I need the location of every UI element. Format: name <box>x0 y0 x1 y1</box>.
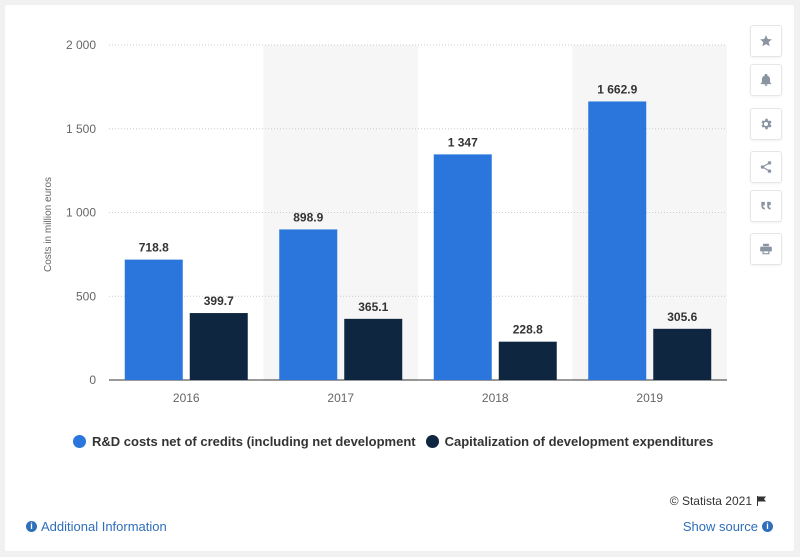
favorite-button[interactable] <box>750 25 782 57</box>
bar <box>279 229 338 380</box>
info-icon: i <box>762 521 773 532</box>
star-icon <box>760 35 772 47</box>
notification-button[interactable] <box>750 64 782 96</box>
info-icon: i <box>26 521 37 532</box>
share-icon <box>760 161 772 173</box>
y-axis-label: Costs in million euros <box>43 177 54 272</box>
y-tick-label: 2 000 <box>66 38 96 52</box>
x-tick-label: 2017 <box>327 391 354 405</box>
x-tick-label: 2019 <box>636 391 663 405</box>
legend-label-capitalization: Capitalization of development expenditur… <box>444 434 714 449</box>
chart-card: 0 500 1 000 1 500 2 000 Costs in million euro… <box>5 5 794 551</box>
bell-icon <box>760 73 772 86</box>
settings-button[interactable] <box>750 108 782 140</box>
bar <box>124 259 183 380</box>
show-source-link[interactable]: Show source i <box>683 519 773 534</box>
data-label: 365.1 <box>358 300 388 314</box>
print-icon <box>760 243 772 255</box>
legend: R&D costs net of credits (including net … <box>73 434 723 449</box>
show-source-label: Show source <box>682 519 758 534</box>
y-tick-label: 500 <box>76 289 96 303</box>
legend-item-capitalization[interactable]: Capitalization of development expenditur… <box>425 434 714 449</box>
quote-icon <box>761 201 771 210</box>
additional-information-label: Additional Information <box>41 519 167 534</box>
gear-icon <box>761 118 772 130</box>
y-tick-label: 1 000 <box>66 206 96 220</box>
bar <box>189 313 248 380</box>
data-label: 399.7 <box>204 294 234 308</box>
bar <box>433 154 492 380</box>
legend-marker-rd-costs <box>73 435 86 448</box>
bar <box>588 101 647 381</box>
data-label: 898.9 <box>293 210 323 224</box>
statista-credits[interactable]: © Statista 2021 <box>670 494 768 508</box>
share-button[interactable] <box>750 151 782 183</box>
x-tick-label: 2018 <box>482 391 509 405</box>
y-tick-label: 0 <box>89 373 96 387</box>
bar <box>498 341 557 380</box>
data-label: 228.8 <box>513 323 543 337</box>
cite-button[interactable] <box>750 190 782 222</box>
data-label: 1 347 <box>448 135 478 149</box>
bar-chart: 0 500 1 000 1 500 2 000 Costs in million euro… <box>43 38 727 405</box>
x-tick-label: 2016 <box>173 391 200 405</box>
additional-information-link[interactable]: i Additional Information <box>26 519 167 534</box>
data-label: 718.8 <box>139 241 169 255</box>
bar <box>653 328 712 380</box>
credits-text: © Statista 2021 <box>669 494 752 508</box>
data-label: 305.6 <box>667 310 697 324</box>
legend-label-rd-costs: R&D costs net of credits (including net … <box>92 434 416 449</box>
print-button[interactable] <box>750 233 782 265</box>
y-tick-label: 1 500 <box>66 122 96 136</box>
legend-item-rd-costs[interactable]: R&D costs net of credits (including net … <box>73 434 416 449</box>
legend-marker-capitalization <box>425 435 439 448</box>
bar <box>344 318 403 380</box>
data-label: 1 662.9 <box>597 82 637 96</box>
flag-icon <box>757 496 766 506</box>
